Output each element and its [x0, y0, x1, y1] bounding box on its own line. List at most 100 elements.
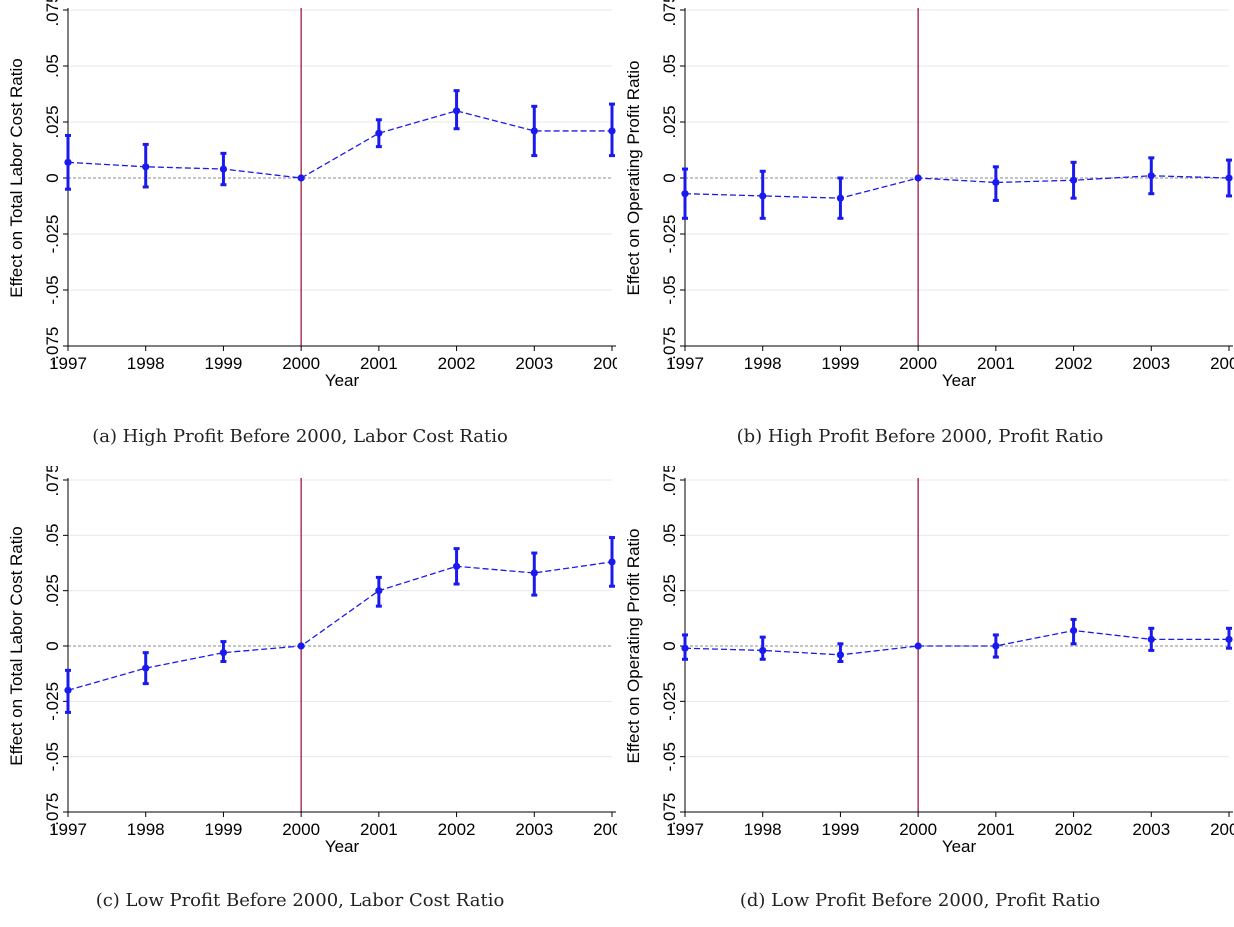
chart-a-point-5 [452, 107, 461, 115]
chart-b-ytick-label-5: .05 [660, 54, 679, 78]
chart-d-ytick-label-4: .025 [660, 574, 679, 607]
caption-a: (a) High Profit Before 2000, Labor Cost … [92, 426, 508, 447]
chart-c-xtick-label-4: 2001 [360, 820, 398, 839]
chart-a-ytick-label-6: .075 [43, 0, 62, 27]
chart-c-point-3 [297, 642, 305, 650]
chart-a-xtick-label-0: 1997 [49, 354, 87, 373]
chart-b-xtick-label-3: 2000 [899, 354, 937, 373]
chart-d-xtick-label-0: 1997 [666, 820, 704, 839]
chart-d-point-6 [1147, 635, 1155, 643]
chart-b-xlabel: Year [942, 371, 977, 390]
chart-d-series-line [684, 629, 1229, 656]
chart-d-ytick-label-6: .075 [660, 466, 679, 497]
chart-svg-a: -.075 -.05 -.025 0 .025 .05 .075 1997 1998 1999 20… [7, 0, 631, 390]
chart-a-point-2 [219, 165, 228, 173]
chart-b-point-0 [681, 190, 689, 198]
chart-d-xtick-label-4: 2001 [977, 820, 1015, 839]
chart-c-point-1 [142, 664, 150, 672]
caption-d: (d) Low Profit Before 2000, Profit Ratio [739, 890, 1101, 911]
chart-d-point-3 [914, 642, 922, 650]
chart-d-point-2 [836, 651, 845, 659]
chart-panel-b: -.075 -.05 -.025 0 .025 .05 .075 1997 1998 1999 20… [617, 0, 1234, 460]
chart-b-point-4 [992, 178, 1000, 187]
chart-a-ytick-label-4: .025 [43, 105, 62, 138]
chart-b-ytick-label-3: 0 [660, 173, 679, 182]
chart-c-point-2 [219, 649, 228, 657]
chart-b-xtick-label-5: 2002 [1055, 354, 1093, 373]
chart-d-xlabel: Year [942, 837, 977, 856]
chart-panel-a: -.075 -.05 -.025 0 .025 .05 .075 1997 1998 1999 20… [0, 0, 631, 460]
chart-c-xtick-label-0: 1997 [49, 820, 87, 839]
chart-svg-b: -.075 -.05 -.025 0 .025 .05 .075 1997 1998 1999 20… [624, 0, 1234, 390]
chart-d-xtick-label-6: 2003 [1132, 820, 1170, 839]
chart-c-point-5 [452, 562, 461, 570]
chart-d-ytick-label-3: 0 [660, 641, 679, 650]
chart-d-point-0 [681, 644, 689, 652]
chart-b-xtick-label-0: 1997 [666, 354, 704, 373]
chart-c-ytick-label-1: -.05 [43, 742, 62, 771]
chart-c-xtick-label-5: 2002 [438, 820, 476, 839]
chart-c-point-4 [375, 587, 383, 595]
chart-d-ytick-label-1: -.05 [660, 742, 679, 771]
chart-b-xtick-label-7: 2004 [1210, 354, 1234, 373]
chart-c-point-6 [530, 569, 538, 577]
caption-b: (b) High Profit Before 2000, Profit Rati… [736, 426, 1104, 447]
chart-c-xtick-label-2: 1999 [205, 820, 243, 839]
chart-b-point-7 [1225, 174, 1233, 182]
chart-b-xtick-label-2: 1999 [822, 354, 860, 373]
chart-d-xtick-label-5: 2002 [1055, 820, 1093, 839]
chart-a-point-6 [530, 127, 538, 135]
chart-b-xtick-label-4: 2001 [977, 354, 1015, 373]
chart-d-point-7 [1225, 635, 1233, 643]
chart-a-point-4 [375, 129, 383, 137]
chart-b-point-2 [836, 194, 845, 202]
chart-c-xtick-label-7: 2004 [593, 820, 617, 839]
chart-c-ytick-label-4: .025 [43, 574, 62, 607]
chart-c-xlabel: Year [325, 837, 360, 856]
chart-d-ytick-label-2: -.025 [660, 682, 679, 721]
chart-a-ytick-label-1: -.05 [43, 275, 62, 304]
chart-b-xtick-label-1: 1998 [744, 354, 782, 373]
chart-b-ytick-label-4: .025 [660, 105, 679, 138]
chart-a-xtick-label-5: 2002 [438, 354, 476, 373]
chart-c-point-7 [608, 558, 616, 566]
chart-a-xtick-label-7: 2004 [593, 354, 617, 373]
chart-a-ytick-label-2: -.025 [43, 215, 62, 254]
chart-a-point-1 [142, 163, 150, 171]
chart-a-xtick-label-6: 2003 [515, 354, 553, 373]
chart-a-xtick-label-4: 2001 [360, 354, 398, 373]
chart-a-ylabel: Effect on Total Labor Cost Ratio [7, 58, 26, 297]
chart-b-ytick-label-2: -.025 [660, 215, 679, 254]
chart-c-xtick-label-6: 2003 [515, 820, 553, 839]
chart-d-ytick-label-5: .05 [660, 524, 679, 548]
chart-d-point-1 [759, 646, 767, 655]
chart-c-ytick-label-0: -.075 [43, 793, 62, 832]
chart-c-ytick-label-2: -.025 [43, 682, 62, 721]
chart-a-xlabel: Year [325, 371, 360, 390]
chart-d-xtick-label-7: 2004 [1210, 820, 1234, 839]
chart-d-xtick-label-2: 1999 [822, 820, 860, 839]
chart-panel-c: -.075 -.05 -.025 0 .025 .05 .075 1997 1998 1999 20… [0, 463, 631, 922]
chart-panel-d: -.075 -.05 -.025 0 .025 .05 .075 1997 1998 1999 20… [617, 463, 1234, 922]
chart-b-ylabel: Effect on Operating Profit Ratio [624, 61, 643, 296]
chart-a-point-3 [297, 174, 305, 182]
chart-a-point-0 [64, 158, 72, 166]
chart-b-series-line [684, 175, 1230, 199]
chart-a-xtick-label-3: 2000 [282, 354, 320, 373]
chart-a-xtick-label-2: 1999 [205, 354, 243, 373]
caption-c: (c) Low Profit Before 2000, Labor Cost R… [95, 890, 505, 911]
chart-c-xtick-label-3: 2000 [282, 820, 320, 839]
chart-b-point-6 [1147, 172, 1155, 180]
chart-c-series-line [67, 561, 613, 691]
chart-a-ytick-label-3: 0 [43, 173, 62, 182]
chart-b-xtick-label-6: 2003 [1132, 354, 1170, 373]
chart-d-xtick-label-1: 1998 [744, 820, 782, 839]
chart-b-ytick-label-0: -.075 [660, 327, 679, 366]
chart-c-ytick-label-3: 0 [43, 641, 62, 650]
chart-c-point-0 [64, 686, 72, 694]
chart-svg-c: -.075 -.05 -.025 0 .025 .05 .075 1997 1998 1999 20… [7, 463, 631, 856]
chart-svg-d: -.075 -.05 -.025 0 .025 .05 .075 1997 1998 1999 20… [624, 463, 1234, 856]
chart-c-ytick-label-5: .05 [43, 524, 62, 548]
chart-d-ytick-label-0: -.075 [660, 793, 679, 832]
chart-b-point-1 [759, 192, 767, 200]
